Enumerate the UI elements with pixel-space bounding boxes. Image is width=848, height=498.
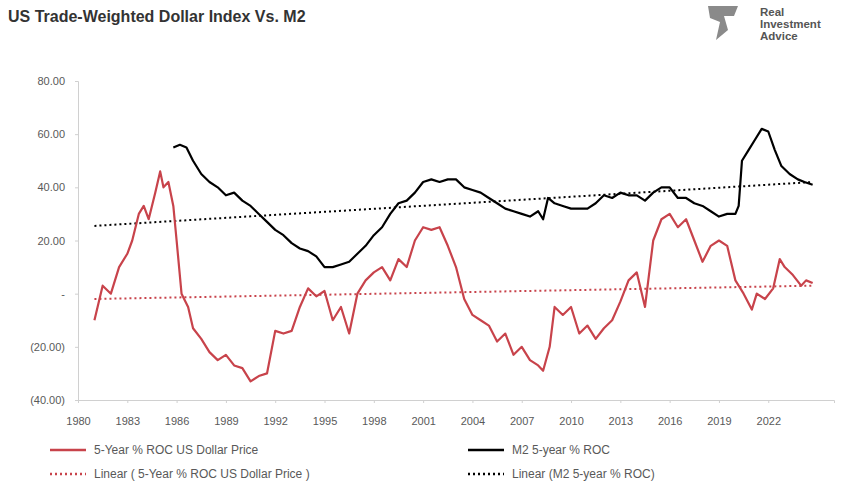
x-tick-label: 2022	[757, 415, 781, 427]
chart: US Trade-Weighted Dollar Index Vs. M2 Rea…	[0, 0, 848, 498]
plot-area	[94, 129, 812, 382]
legend-swatch	[468, 473, 504, 476]
y-tick-mark	[75, 187, 78, 188]
legend-label: Linear ( 5-Year % ROC US Dollar Price )	[94, 467, 310, 481]
y-tick-label: (20.00)	[30, 341, 65, 353]
legend-swatch	[468, 449, 504, 452]
x-tick-label: 1983	[116, 415, 140, 427]
x-tick-label: 2019	[707, 415, 731, 427]
x-tick: 2019	[707, 400, 731, 427]
x-tick-label: 1986	[165, 415, 189, 427]
logo: RealInvestmentAdvice	[708, 6, 821, 42]
y-tick-mark	[75, 400, 78, 401]
y-tick: 80.00	[37, 75, 78, 87]
legend-item: Linear ( 5-Year % ROC US Dollar Price )	[50, 467, 310, 481]
annotation: Real	[760, 6, 784, 18]
x-tick: 1992	[263, 400, 287, 427]
y-tick-label: (40.00)	[30, 394, 65, 406]
x-tick-mark	[177, 400, 178, 403]
x-tick-mark	[226, 400, 227, 403]
y-tick-label: 80.00	[37, 75, 65, 87]
x-tick-mark	[620, 400, 621, 403]
x-tick-label: 1998	[362, 415, 386, 427]
legend-label: Linear (M2 5-year % ROC)	[512, 467, 655, 481]
x-tick: 1995	[313, 400, 337, 427]
legend-item: 5-Year % ROC US Dollar Price	[50, 443, 259, 457]
y-tick: 60.00	[37, 128, 78, 140]
x-tick-mark	[78, 400, 79, 403]
y-tick-mark	[75, 134, 78, 135]
x-tick-label: 2010	[559, 415, 583, 427]
y-tick-mark	[75, 81, 78, 82]
y-tick-mark	[75, 241, 78, 242]
x-tick: 1983	[116, 400, 140, 427]
y-tick-label: 60.00	[37, 128, 65, 140]
y-axis: (40.00) (20.00) - 20.00 40.00 60.00 80.00	[30, 75, 78, 406]
y-tick-label: 20.00	[37, 235, 65, 247]
x-tick-label: 1995	[313, 415, 337, 427]
x-tick: 2001	[411, 400, 435, 427]
x-tick-mark	[275, 400, 276, 403]
x-tick-mark	[670, 400, 671, 403]
x-tick-label: 1989	[214, 415, 238, 427]
x-tick-mark	[325, 400, 326, 403]
x-tick-mark	[127, 400, 128, 403]
y-tick: 40.00	[37, 181, 78, 193]
x-tick-mark	[472, 400, 473, 403]
x-tick-label: 1992	[263, 415, 287, 427]
legend-item: M2 5-year % ROC	[468, 443, 610, 457]
y-tick-label: -	[61, 288, 65, 300]
legend: 5-Year % ROC US Dollar Price M2 5-year % …	[50, 443, 655, 481]
x-tick-label: 2004	[461, 415, 485, 427]
y-tick-mark	[75, 294, 78, 295]
x-tick: 2022	[757, 400, 781, 427]
x-tick-mark	[571, 400, 572, 403]
x-tick-label: 2007	[510, 415, 534, 427]
x-tick: 2013	[609, 400, 633, 427]
legend-swatch	[50, 473, 86, 476]
x-tick: 1998	[362, 400, 386, 427]
trend-line	[94, 286, 812, 299]
x-tick-mark	[374, 400, 375, 403]
y-tick: -	[61, 288, 78, 300]
annotation: Investment	[760, 18, 821, 30]
legend-item: Linear (M2 5-year % ROC)	[468, 467, 655, 481]
x-tick-label: 2016	[658, 415, 682, 427]
title: US Trade-Weighted Dollar Index Vs. M2	[8, 8, 306, 25]
x-axis-line	[79, 401, 835, 404]
y-tick: (20.00)	[30, 341, 78, 353]
annotation: Advice	[760, 30, 798, 42]
y-tick: (40.00)	[30, 394, 78, 406]
y-tick-mark	[75, 347, 78, 348]
x-tick-label: 1980	[66, 415, 90, 427]
legend-label: 5-Year % ROC US Dollar Price	[94, 443, 259, 457]
x-tick: 1980	[66, 400, 90, 427]
x-tick-mark	[768, 400, 769, 403]
x-tick-mark	[719, 400, 720, 403]
y-axis-line	[75, 82, 79, 401]
x-tick: 2004	[461, 400, 485, 427]
x-axis: 1980 1983 1986 1989 1992 1995 1998 2001 2004 2007…	[66, 400, 834, 427]
series-line	[173, 129, 812, 267]
x-tick: 1989	[214, 400, 238, 427]
x-tick: 2016	[658, 400, 682, 427]
x-tick: 2007	[510, 400, 534, 427]
trend-line	[94, 182, 812, 226]
x-tick-mark	[423, 400, 424, 403]
x-tick: 1986	[165, 400, 189, 427]
y-tick: 20.00	[37, 235, 78, 247]
legend-label: M2 5-year % ROC	[512, 443, 610, 457]
logo-icon	[708, 6, 738, 40]
x-tick-label: 2013	[609, 415, 633, 427]
legend-swatch	[50, 449, 86, 452]
x-tick-label: 2001	[411, 415, 435, 427]
y-tick-label: 40.00	[37, 181, 65, 193]
x-tick-mark	[522, 400, 523, 403]
x-tick: 2010	[559, 400, 583, 427]
series-line	[94, 171, 812, 381]
